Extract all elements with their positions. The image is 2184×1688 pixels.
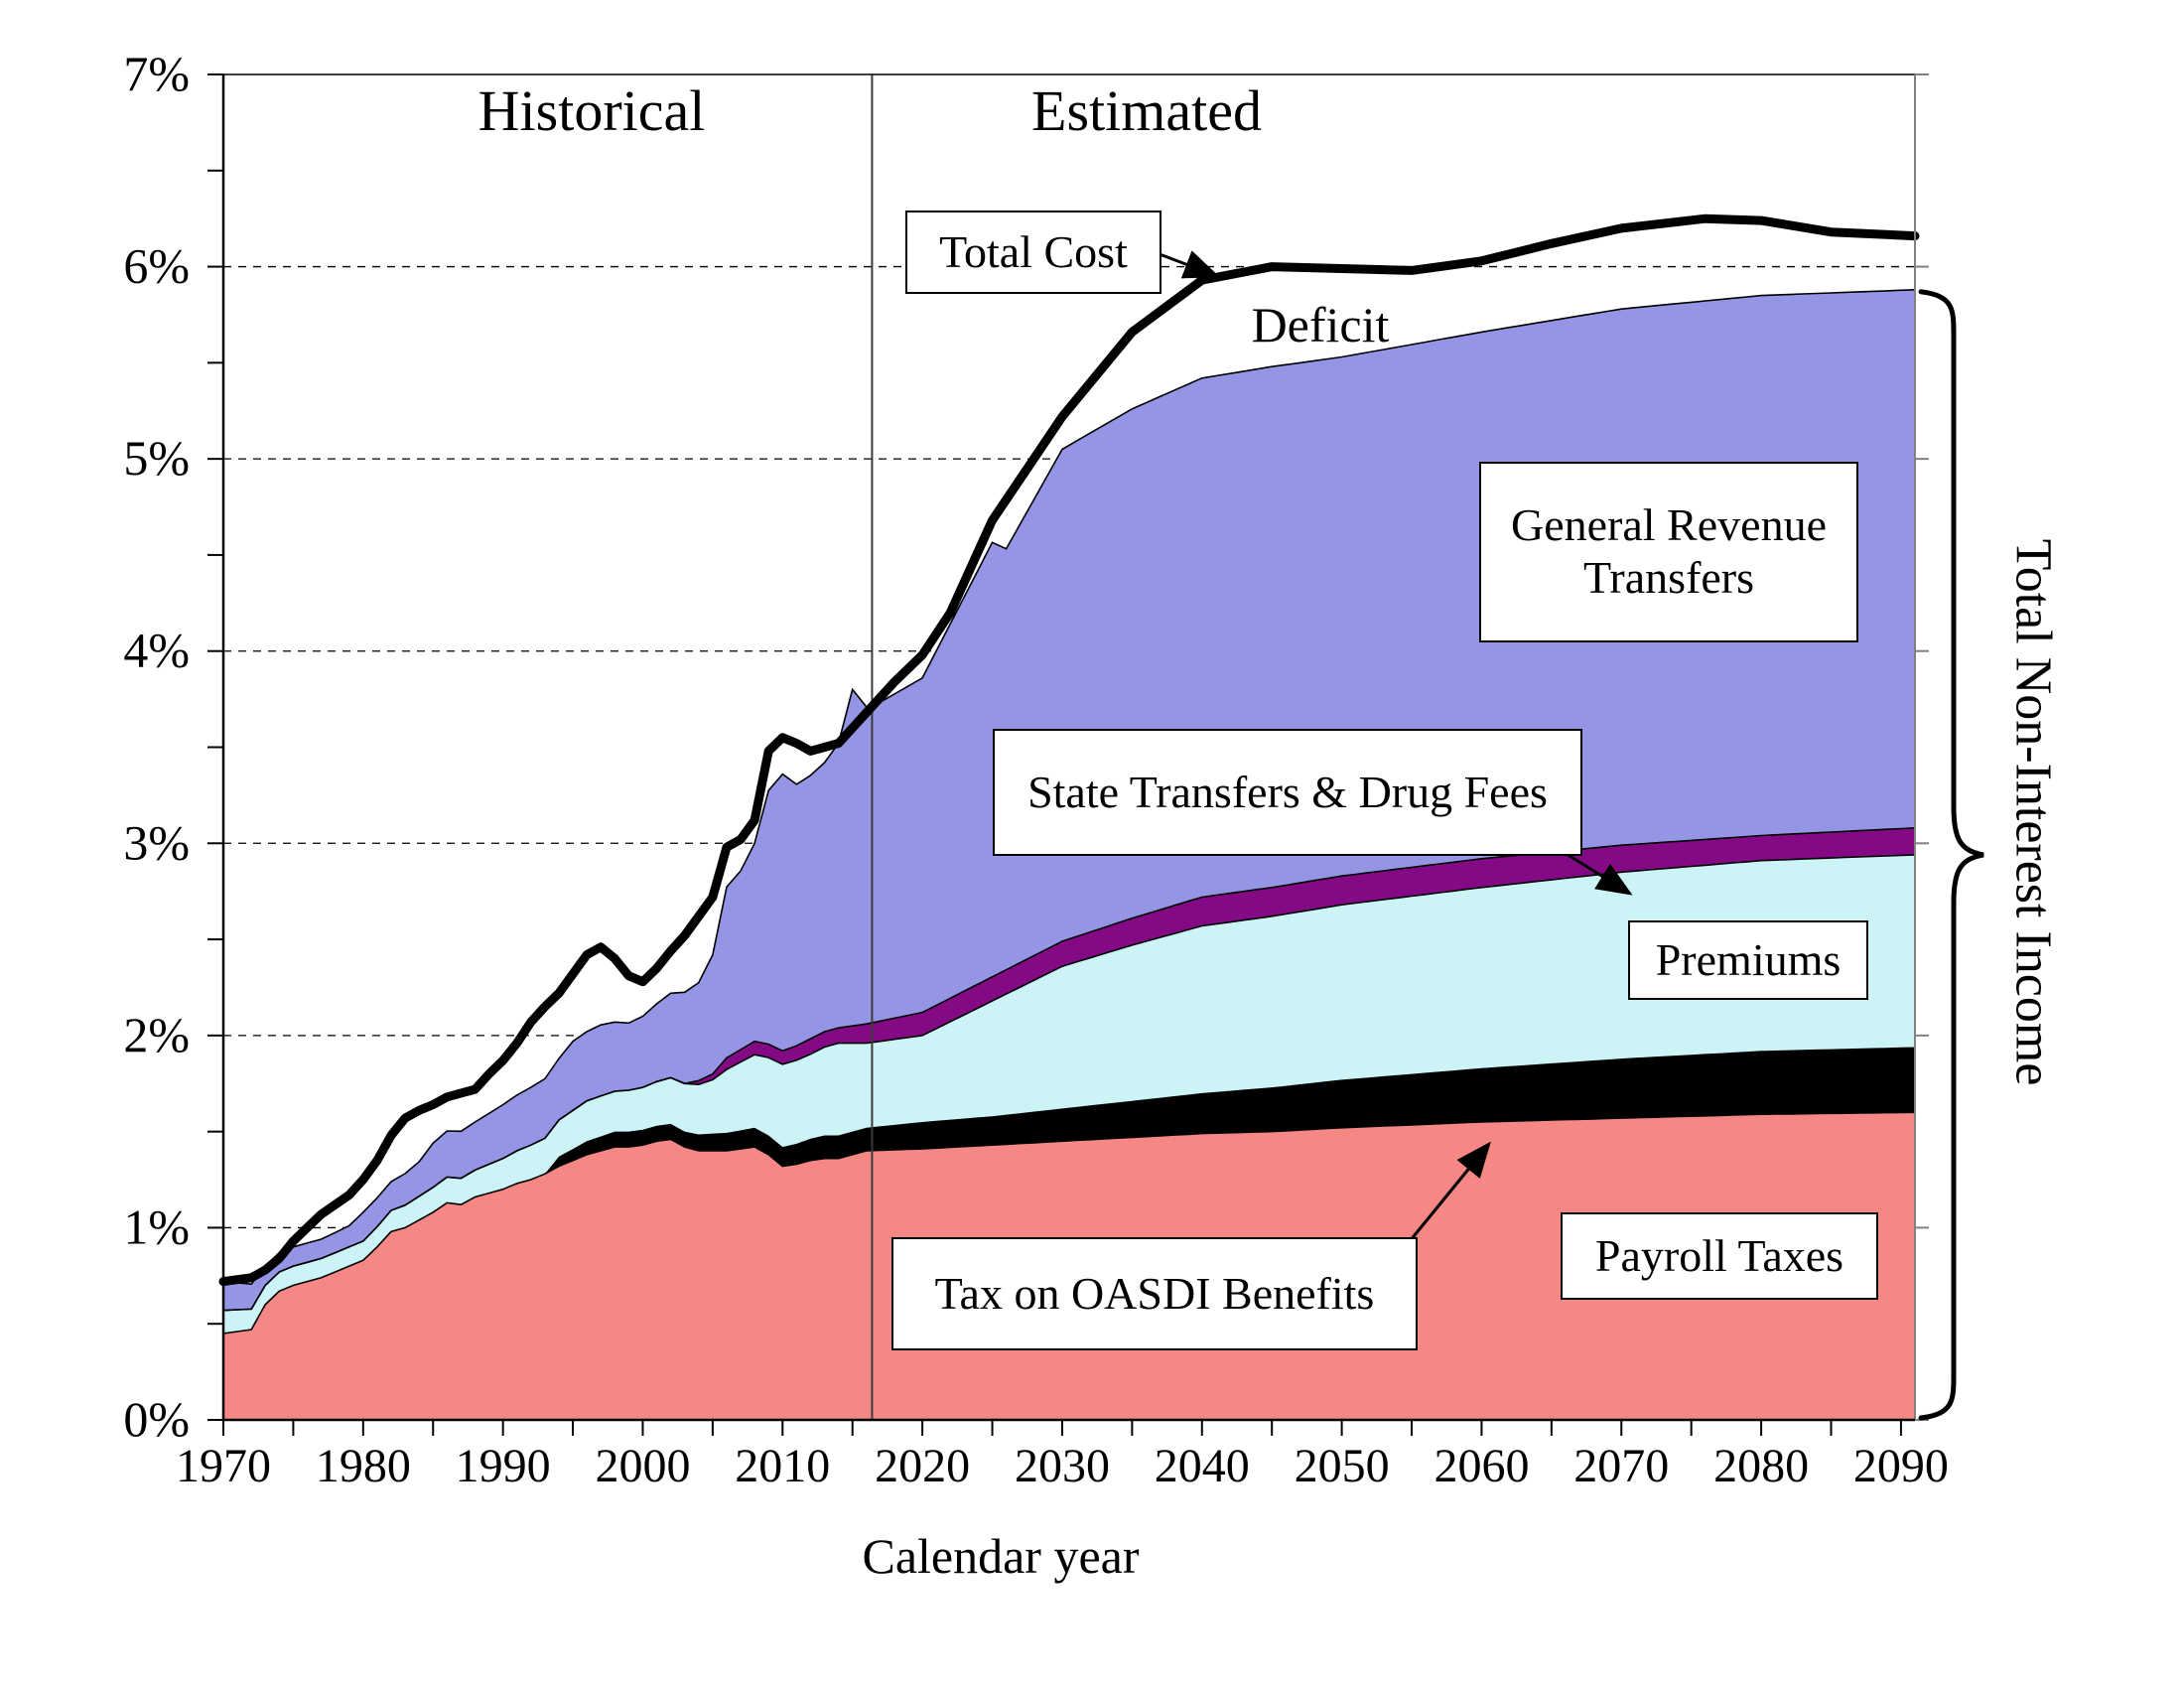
- edge-premiums: [222, 854, 1916, 1312]
- y-tick-label: 0%: [123, 1391, 190, 1447]
- x-tick-label: 2090: [1853, 1440, 1949, 1492]
- y-tick-label: 7%: [123, 46, 190, 101]
- deficit-label: Deficit: [1251, 297, 1390, 352]
- x-tick-label: 2060: [1433, 1440, 1529, 1492]
- x-axis-title: Calendar year: [862, 1528, 1140, 1584]
- historical-region-label: Historical: [478, 78, 706, 143]
- x-tick-label: 1980: [316, 1440, 411, 1492]
- x-tick-label: 2070: [1573, 1440, 1669, 1492]
- axis-ticks: [207, 73, 1929, 1436]
- y-tick-label: 3%: [123, 814, 190, 870]
- state-transfers-callout: State Transfers & Drug Fees: [993, 729, 1582, 856]
- y-tick-label: 1%: [123, 1198, 190, 1254]
- y-tick-label: 6%: [123, 238, 190, 294]
- total-cost-callout-text: Total Cost: [939, 225, 1128, 277]
- x-tick-label: 1990: [456, 1440, 551, 1492]
- callout-arrows: [1159, 250, 1633, 1242]
- y-tick-labels: 0% 1% 2% 3% 4% 5% 6% 7%: [123, 46, 190, 1447]
- total-cost-line: [218, 213, 1920, 1287]
- premiums-callout: Premiums: [1628, 920, 1868, 1000]
- total-cost-callout: Total Cost: [905, 211, 1161, 294]
- premiums-callout-text: Premiums: [1655, 933, 1842, 985]
- x-tick-label: 2030: [1015, 1440, 1110, 1492]
- x-tick-label: 2010: [735, 1440, 830, 1492]
- x-tick-label: 2000: [595, 1440, 690, 1492]
- general-revenue-callout-line1: General Revenue: [1510, 499, 1827, 551]
- state-transfers-arrow: [1566, 852, 1633, 896]
- y-tick-label: 4%: [123, 623, 190, 678]
- tax-oasdi-arrow: [1408, 1141, 1491, 1242]
- payroll-taxes-callout-text: Payroll Taxes: [1594, 1229, 1844, 1281]
- x-tick-label: 2040: [1155, 1440, 1250, 1492]
- x-tick-label: 2080: [1713, 1440, 1809, 1492]
- total-income-brace: [1918, 289, 1984, 1421]
- x-tick-labels: 1970 1980 1990 2000 2010 2020 2030 2040 2050 2060…: [176, 1440, 1949, 1492]
- edge-payroll-taxes: [222, 1111, 1916, 1335]
- payroll-taxes-callout: Payroll Taxes: [1561, 1212, 1878, 1300]
- tax-oasdi-callout: Tax on OASDI Benefits: [891, 1237, 1418, 1350]
- general-revenue-callout: General Revenue Transfers: [1479, 462, 1858, 642]
- tax-oasdi-callout-text: Tax on OASDI Benefits: [934, 1267, 1375, 1319]
- y-tick-label: 2%: [123, 1007, 190, 1062]
- edge-general-revenue-transfers: [222, 289, 1916, 1286]
- total-non-interest-income-label: Total Non-Interest Income: [2004, 538, 2062, 1086]
- y-tick-label: 5%: [123, 430, 190, 486]
- x-tick-label: 2020: [875, 1440, 970, 1492]
- state-transfers-callout-text: State Transfers & Drug Fees: [1027, 766, 1548, 817]
- total-cost-arrow: [1159, 250, 1220, 279]
- x-tick-label: 1970: [176, 1440, 271, 1492]
- general-revenue-callout-line2: Transfers: [1582, 552, 1755, 603]
- x-tick-label: 2050: [1295, 1440, 1390, 1492]
- estimated-region-label: Estimated: [1031, 78, 1262, 143]
